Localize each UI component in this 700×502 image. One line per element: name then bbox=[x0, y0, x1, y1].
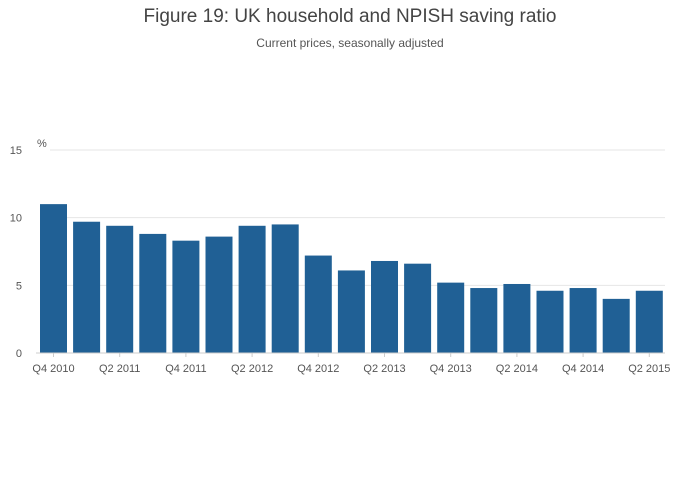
bar-q4-2013 bbox=[437, 282, 465, 353]
bar-q3-2012 bbox=[271, 224, 299, 353]
bar-q1-2011 bbox=[73, 221, 101, 353]
bar-q1-2013 bbox=[337, 270, 365, 353]
bar-q4-2010 bbox=[40, 204, 67, 353]
x-tick-label-q2-2012: Q2 2012 bbox=[231, 363, 273, 375]
bar-q4-2014 bbox=[569, 288, 597, 353]
bar-q3-2014 bbox=[536, 290, 564, 353]
bar-q1-2015 bbox=[602, 298, 630, 353]
bar-q1-2012 bbox=[205, 236, 233, 353]
x-tick-label-q4-2011: Q4 2011 bbox=[165, 363, 206, 375]
bar-q2-2012 bbox=[238, 225, 266, 353]
x-tick-label-q4-2013: Q4 2013 bbox=[430, 363, 472, 375]
x-tick-label-q4-2012: Q4 2012 bbox=[297, 363, 339, 375]
bar-q4-2011 bbox=[172, 240, 200, 353]
y-tick-label-5: 5 bbox=[16, 280, 22, 292]
bar-q2-2015 bbox=[635, 290, 663, 353]
x-tick-label-q2-2011: Q2 2011 bbox=[99, 363, 140, 375]
bar-q1-2014 bbox=[470, 288, 498, 353]
bar-q3-2013 bbox=[404, 263, 432, 353]
y-tick-label-0: 0 bbox=[16, 348, 22, 360]
x-tick-label-q2-2015: Q2 2015 bbox=[628, 363, 670, 375]
x-tick-label-q4-2014: Q4 2014 bbox=[562, 363, 604, 375]
bar-q2-2014 bbox=[503, 283, 531, 353]
bar-q2-2011 bbox=[106, 225, 134, 353]
y-axis-label: % bbox=[37, 138, 47, 150]
x-tick-label-q2-2013: Q2 2013 bbox=[363, 363, 405, 375]
chart-subtitle: Current prices, seasonally adjusted bbox=[256, 36, 444, 50]
bar-q4-2012 bbox=[304, 255, 332, 353]
chart-title: Figure 19: UK household and NPISH saving… bbox=[143, 6, 557, 27]
bar-q2-2013 bbox=[371, 260, 398, 353]
y-tick-label-10: 10 bbox=[10, 213, 22, 225]
y-tick-label-15: 15 bbox=[10, 145, 22, 157]
x-tick-label-q4-2010: Q4 2010 bbox=[32, 363, 74, 375]
bar-q3-2011 bbox=[139, 233, 167, 353]
x-tick-label-q2-2014: Q2 2014 bbox=[496, 363, 538, 375]
